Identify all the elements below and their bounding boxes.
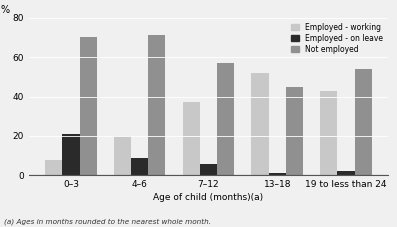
- Bar: [269, 173, 286, 175]
- Bar: [200, 163, 217, 175]
- X-axis label: Age of child (months)(a): Age of child (months)(a): [153, 193, 264, 202]
- Bar: [355, 69, 372, 175]
- Bar: [183, 102, 200, 175]
- Bar: [286, 87, 303, 175]
- Text: %: %: [0, 5, 9, 15]
- Bar: [148, 35, 166, 175]
- Bar: [251, 73, 269, 175]
- Bar: [62, 134, 79, 175]
- Text: (a) Ages in months rounded to the nearest whole month.: (a) Ages in months rounded to the neares…: [4, 218, 211, 225]
- Bar: [114, 136, 131, 175]
- Bar: [320, 91, 337, 175]
- Bar: [45, 160, 62, 175]
- Bar: [131, 158, 148, 175]
- Bar: [217, 63, 234, 175]
- Legend: Employed - working, Employed - on leave, Not employed: Employed - working, Employed - on leave,…: [289, 22, 384, 55]
- Bar: [337, 171, 355, 175]
- Bar: [79, 37, 97, 175]
